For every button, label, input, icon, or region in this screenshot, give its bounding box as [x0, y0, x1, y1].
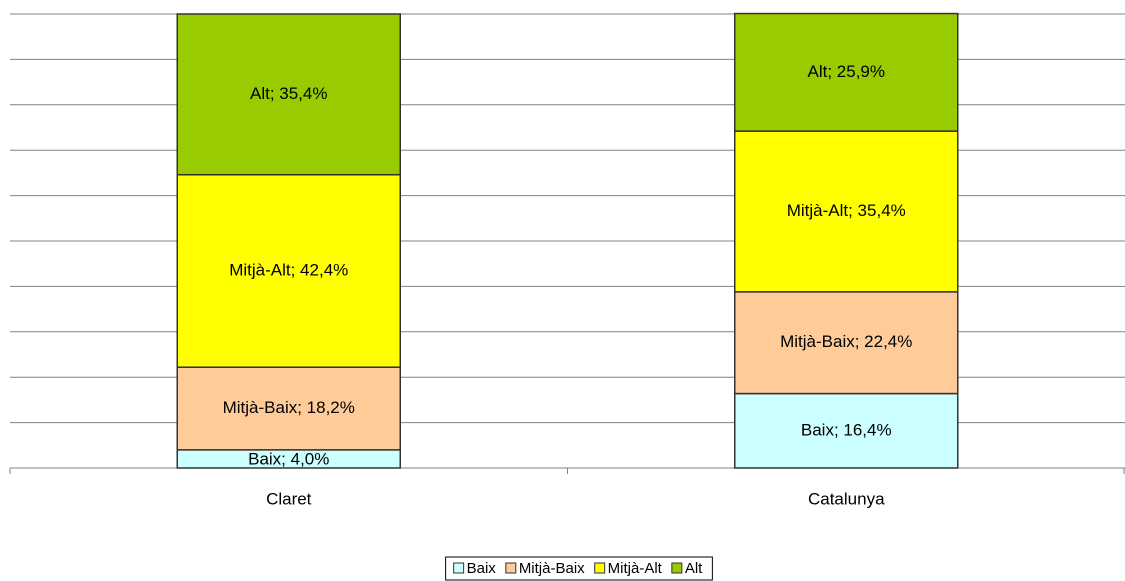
legend-swatch [453, 562, 465, 574]
legend-label: Mitjà-Alt [608, 560, 663, 577]
data-label: Alt; 35,4% [250, 84, 328, 103]
bar-segment [734, 12, 959, 132]
bar-segment [734, 130, 959, 293]
legend-swatch [671, 562, 683, 574]
data-label: Baix; 4,0% [248, 449, 329, 468]
legend: Baix Mitjà-Baix Mitjà-Alt Alt [445, 556, 713, 581]
legend-swatch [505, 562, 517, 574]
x-tick-label: Catalunya [808, 489, 885, 508]
bar-segment [176, 13, 401, 176]
legend-swatch [594, 562, 606, 574]
legend-label: Baix [467, 560, 497, 577]
data-label: Mitjà-Baix; 18,2% [223, 398, 355, 417]
data-label: Mitjà-Alt; 42,4% [229, 260, 348, 279]
legend-label: Alt [685, 560, 703, 577]
data-label: Baix; 16,4% [801, 420, 892, 439]
bar-segment [734, 392, 959, 469]
bar-segment [734, 291, 959, 395]
data-label: Alt; 25,9% [808, 62, 886, 81]
legend-label: Mitjà-Baix [519, 560, 585, 577]
x-tick-label: Claret [266, 489, 312, 508]
data-label: Mitjà-Baix; 22,4% [780, 332, 912, 351]
data-label: Mitjà-Alt; 35,4% [787, 201, 906, 220]
